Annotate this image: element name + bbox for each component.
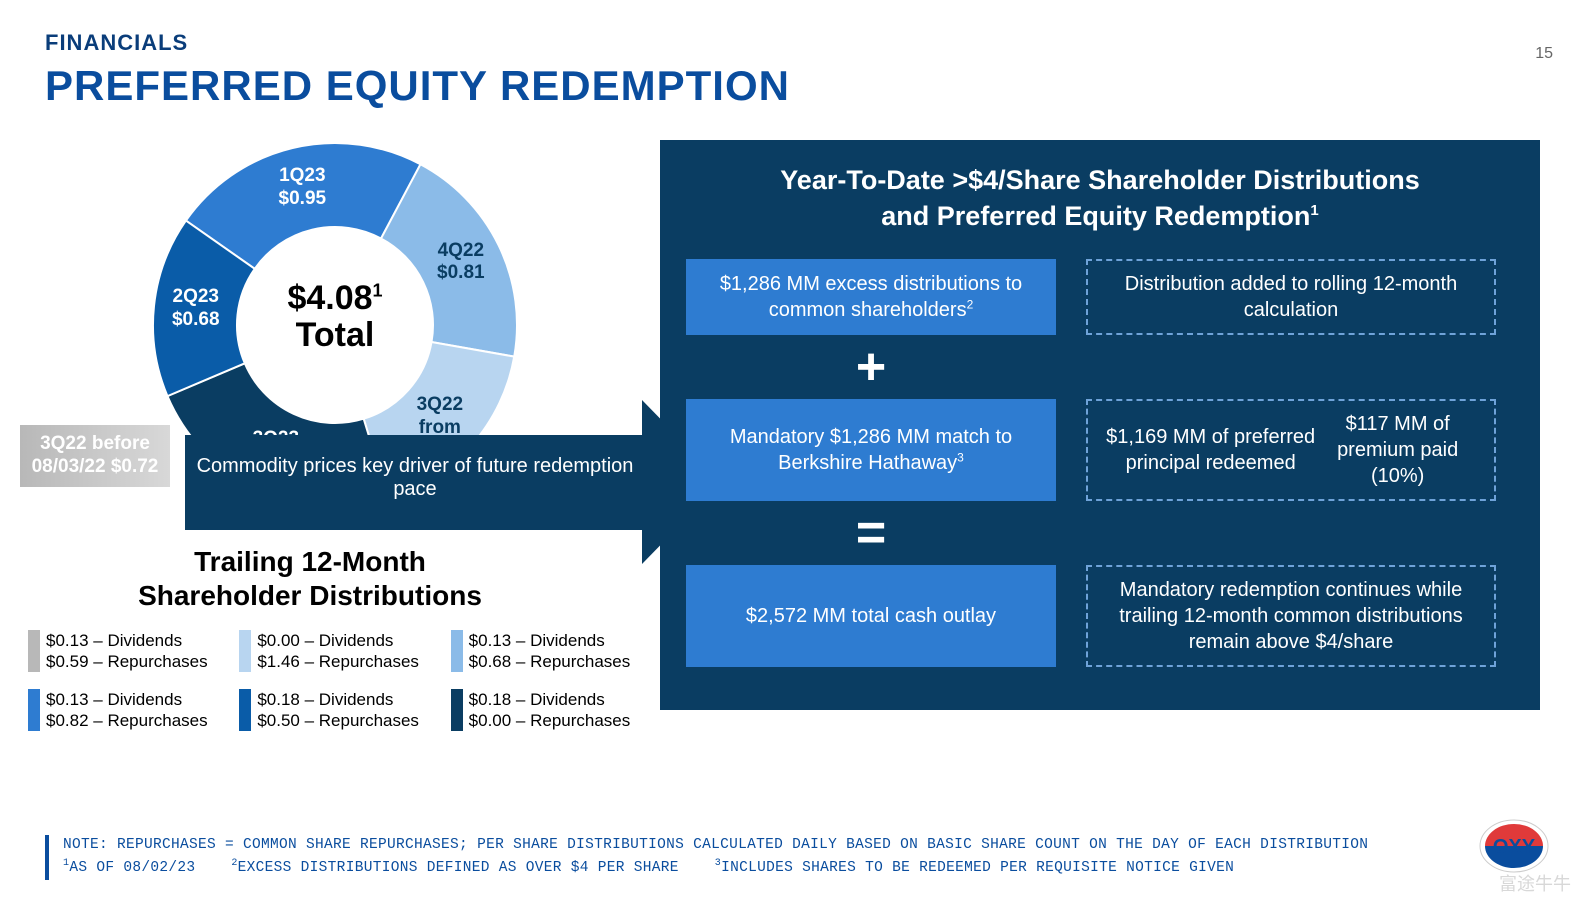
legend-swatch [451, 689, 463, 731]
donut-chart-area: $4.081 Total 1Q23$0.954Q22$0.813Q22from0… [45, 135, 645, 555]
legend-item: $0.18 – Dividends$0.50 – Repurchases [239, 689, 436, 732]
watermark: 富途牛牛 [1499, 870, 1571, 896]
legend-item: $0.13 – Dividends$0.82 – Repurchases [28, 689, 225, 732]
legend-swatch [239, 689, 251, 731]
oxy-logo: OXY [1475, 816, 1553, 876]
page-number: 15 [1535, 45, 1553, 63]
legend-item: $0.00 – Dividends$1.46 – Repurchases [239, 630, 436, 673]
legend-swatch [239, 630, 251, 672]
legend-text: $0.18 – Dividends$0.00 – Repurchases [469, 689, 631, 732]
plus-icon: + [686, 335, 1056, 399]
legend-text: $0.13 – Dividends$0.59 – Repurchases [46, 630, 208, 673]
legend-swatch [28, 689, 40, 731]
legend-item: $0.18 – Dividends$0.00 – Repurchases [451, 689, 648, 732]
legend-swatch [451, 630, 463, 672]
trailing-title: Trailing 12-Month Shareholder Distributi… [110, 545, 510, 612]
mandatory-continues-box: Mandatory redemption continues while tra… [1086, 565, 1496, 667]
mandatory-match-box: Mandatory $1,286 MM match to Berkshire H… [686, 399, 1056, 501]
section-label: FINANCIALS [45, 30, 188, 56]
legend: $0.13 – Dividends$0.59 – Repurchases $0.… [28, 630, 648, 747]
arrow-text: Commodity prices key driver of future re… [185, 435, 645, 530]
slice-label: 4Q22$0.81 [406, 240, 516, 286]
legend-item: $0.13 – Dividends$0.68 – Repurchases [451, 630, 648, 673]
equals-icon: = [686, 501, 1056, 565]
footnote-line1: NOTE: REPURCHASES = COMMON SHARE REPURCH… [63, 835, 1475, 857]
right-panel-title: Year-To-Date >$4/Share Shareholder Distr… [660, 162, 1540, 235]
legend-swatch [28, 630, 40, 672]
right-panel: Year-To-Date >$4/Share Shareholder Distr… [660, 140, 1540, 710]
legend-text: $0.18 – Dividends$0.50 – Repurchases [257, 689, 419, 732]
slice-label: 2Q23$0.68 [141, 286, 251, 332]
total-outlay-box: $2,572 MM total cash outlay [686, 565, 1056, 667]
footnote: NOTE: REPURCHASES = COMMON SHARE REPURCH… [45, 835, 1475, 880]
legend-text: $0.13 – Dividends$0.82 – Repurchases [46, 689, 208, 732]
legend-text: $0.00 – Dividends$1.46 – Repurchases [257, 630, 419, 673]
legend-item: $0.13 – Dividends$0.59 – Repurchases [28, 630, 225, 673]
legend-text: $0.13 – Dividends$0.68 – Repurchases [469, 630, 631, 673]
excess-distributions-box: $1,286 MM excess distributions to common… [686, 259, 1056, 335]
page-title: PREFERRED EQUITY REDEMPTION [45, 62, 790, 110]
footnote-line2: 1AS OF 08/02/23 2EXCESS DISTRIBUTIONS DE… [63, 856, 1475, 880]
distribution-added-box: Distribution added to rolling 12-month c… [1086, 259, 1496, 335]
principal-redeemed-box: $1,169 MM of preferred principal redeeme… [1086, 399, 1496, 501]
slice-label: 1Q23$0.95 [247, 165, 357, 211]
donut-center-label: $4.081 Total [240, 280, 430, 355]
prior-period-box: 3Q22 before 08/03/22 $0.72 [20, 425, 170, 487]
svg-text:OXY: OXY [1493, 836, 1536, 858]
